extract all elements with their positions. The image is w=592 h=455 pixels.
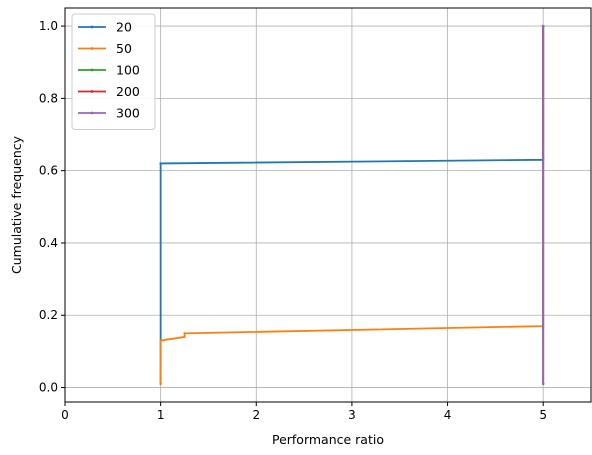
series-point-20-1 bbox=[159, 162, 162, 165]
legend: 20 50 100 200 300 bbox=[71, 13, 156, 130]
x-tick-label-5: 5 bbox=[539, 408, 547, 422]
y-tick-label-5: 1.0 bbox=[39, 19, 58, 33]
axis-ticks: 0 1 2 3 4 5 0.0 0.2 0.4 0.6 0.8 1.0 bbox=[39, 19, 547, 422]
x-tick-label-2: 2 bbox=[252, 408, 260, 422]
y-tick-label-1: 0.2 bbox=[39, 308, 58, 322]
legend-label-20: 20 bbox=[116, 20, 132, 35]
y-tick-label-4: 0.8 bbox=[39, 91, 58, 105]
legend-box bbox=[71, 13, 156, 130]
legend-label-100: 100 bbox=[116, 63, 140, 78]
series-lines bbox=[159, 24, 545, 386]
x-axis-label: Performance ratio bbox=[272, 432, 384, 447]
series-point-300-0 bbox=[541, 382, 545, 386]
legend-label-200: 200 bbox=[116, 84, 140, 99]
series-point-50-2 bbox=[183, 335, 186, 339]
x-tick-label-3: 3 bbox=[348, 408, 356, 422]
series-point-50-0 bbox=[159, 382, 162, 386]
series-point-300-1 bbox=[541, 24, 545, 28]
y-axis-label: Cumulative frequency bbox=[9, 135, 24, 274]
series-point-50-1 bbox=[159, 339, 162, 342]
y-tick-label-2: 0.4 bbox=[39, 236, 58, 250]
legend-marker-200 bbox=[90, 90, 94, 93]
x-tick-label-0: 0 bbox=[61, 408, 69, 422]
legend-marker-20 bbox=[90, 25, 94, 29]
x-tick-label-1: 1 bbox=[157, 408, 165, 422]
y-tick-label-0: 0.0 bbox=[39, 381, 58, 395]
series-point-50-3 bbox=[183, 332, 186, 335]
legend-label-300: 300 bbox=[116, 106, 140, 121]
legend-marker-50 bbox=[90, 47, 94, 50]
legend-marker-300 bbox=[90, 111, 94, 115]
x-tick-label-4: 4 bbox=[444, 408, 452, 422]
y-tick-label-3: 0.6 bbox=[39, 164, 58, 178]
plot-frame bbox=[64, 7, 592, 403]
legend-marker-100 bbox=[90, 68, 94, 72]
legend-label-50: 50 bbox=[116, 41, 132, 56]
